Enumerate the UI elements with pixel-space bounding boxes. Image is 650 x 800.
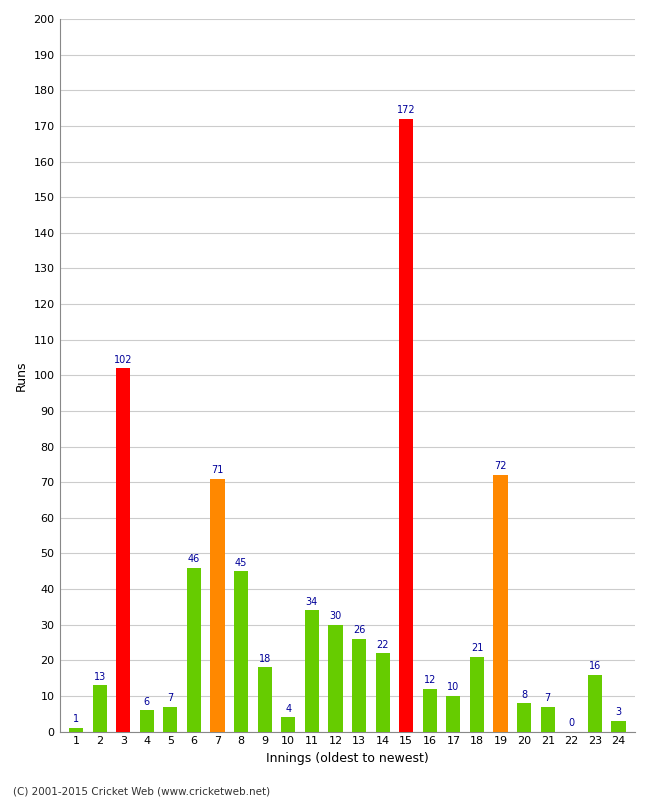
Text: 4: 4 <box>285 704 291 714</box>
Bar <box>447 696 460 731</box>
Text: 30: 30 <box>330 611 342 621</box>
Text: 1: 1 <box>73 714 79 725</box>
Text: (C) 2001-2015 Cricket Web (www.cricketweb.net): (C) 2001-2015 Cricket Web (www.cricketwe… <box>13 786 270 796</box>
Bar <box>187 568 201 731</box>
Text: 3: 3 <box>616 707 621 718</box>
Text: 12: 12 <box>424 675 436 686</box>
Text: 6: 6 <box>144 697 150 706</box>
X-axis label: Innings (oldest to newest): Innings (oldest to newest) <box>266 752 428 765</box>
Text: 13: 13 <box>94 672 106 682</box>
Text: 26: 26 <box>353 626 365 635</box>
Text: 72: 72 <box>494 462 507 471</box>
Bar <box>305 610 319 731</box>
Bar <box>92 686 107 731</box>
Bar <box>328 625 343 731</box>
Bar <box>352 639 366 731</box>
Text: 22: 22 <box>376 640 389 650</box>
Bar <box>399 118 413 731</box>
Text: 21: 21 <box>471 643 483 653</box>
Text: 8: 8 <box>521 690 527 699</box>
Y-axis label: Runs: Runs <box>15 360 28 390</box>
Text: 46: 46 <box>188 554 200 564</box>
Text: 172: 172 <box>397 105 415 115</box>
Bar <box>376 653 390 731</box>
Text: 7: 7 <box>545 693 551 703</box>
Bar <box>211 478 225 731</box>
Bar <box>612 721 625 731</box>
Bar <box>257 667 272 731</box>
Bar <box>588 674 602 731</box>
Text: 10: 10 <box>447 682 460 692</box>
Text: 0: 0 <box>568 718 575 728</box>
Text: 16: 16 <box>589 661 601 671</box>
Text: 7: 7 <box>167 693 174 703</box>
Bar <box>470 657 484 731</box>
Bar <box>163 706 177 731</box>
Bar <box>281 718 295 731</box>
Bar <box>517 703 531 731</box>
Bar <box>140 710 154 731</box>
Bar <box>116 368 130 731</box>
Bar <box>541 706 555 731</box>
Text: 45: 45 <box>235 558 248 568</box>
Bar <box>493 475 508 731</box>
Text: 102: 102 <box>114 354 133 365</box>
Bar <box>69 728 83 731</box>
Text: 18: 18 <box>259 654 271 664</box>
Text: 71: 71 <box>211 465 224 475</box>
Text: 34: 34 <box>306 597 318 607</box>
Bar <box>422 689 437 731</box>
Bar <box>234 571 248 731</box>
